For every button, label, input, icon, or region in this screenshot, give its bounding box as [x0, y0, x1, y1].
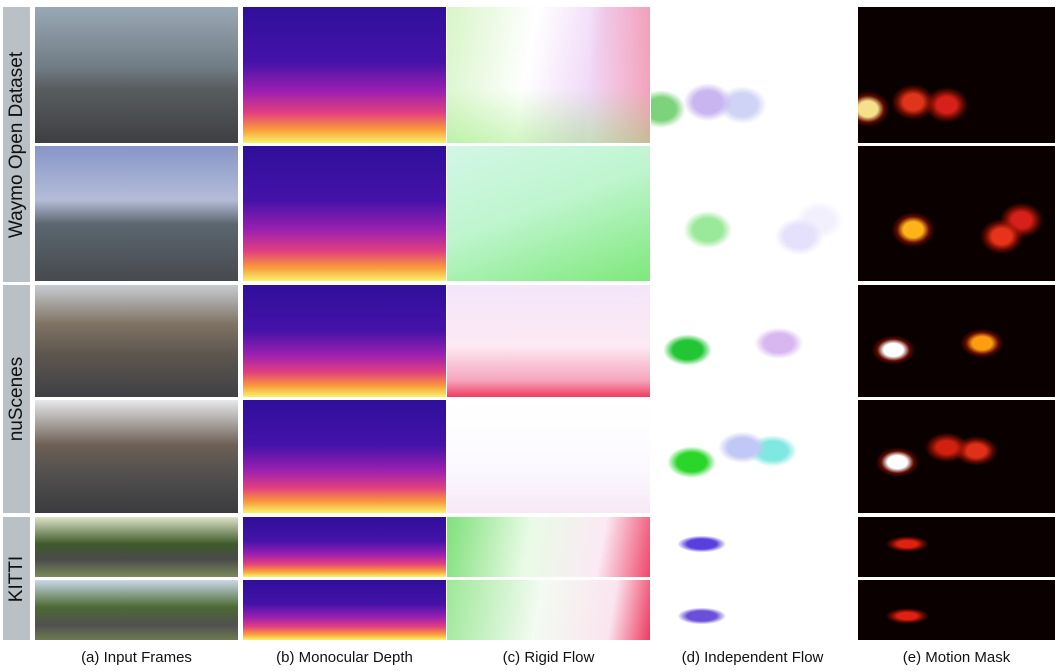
rigid-flow: [447, 146, 650, 281]
row-label: nuScenes: [5, 356, 27, 442]
independent-flow: [651, 580, 854, 640]
independent-flow: [651, 400, 854, 513]
input-frame: [35, 285, 238, 397]
depth-map: [243, 400, 446, 513]
column-caption: (a) Input Frames: [81, 649, 192, 666]
input-frame: [35, 146, 238, 281]
motion-mask: [858, 517, 1055, 577]
rigid-flow: [447, 580, 650, 640]
row-group: Waymo Open Dataset: [3, 7, 30, 282]
rigid-flow: [447, 400, 650, 513]
column-caption: (c) Rigid Flow: [502, 649, 595, 666]
row-group: KITTI: [3, 517, 30, 640]
motion-mask: [858, 285, 1055, 397]
row-group: nuScenes: [3, 285, 30, 513]
rigid-flow: [447, 285, 650, 397]
independent-flow: [651, 146, 854, 281]
independent-flow: [651, 285, 854, 397]
motion-mask: [858, 7, 1055, 143]
depth-map: [243, 580, 446, 640]
input-frame: [35, 400, 238, 513]
column-caption: (d) Independent Flow: [681, 649, 824, 666]
row-label: KITTI: [5, 555, 27, 602]
input-frame: [35, 580, 238, 640]
depth-map: [243, 7, 446, 143]
rigid-flow: [447, 517, 650, 577]
motion-mask: [858, 580, 1055, 640]
independent-flow: [651, 7, 854, 143]
depth-map: [243, 146, 446, 281]
column-caption: (e) Motion Mask: [902, 649, 1011, 666]
row-label: Waymo Open Dataset: [5, 51, 27, 238]
depth-map: [243, 285, 446, 397]
motion-mask: [858, 146, 1055, 281]
depth-map: [243, 517, 446, 577]
column-caption: (b) Monocular Depth: [276, 649, 413, 666]
independent-flow: [651, 517, 854, 577]
input-frame: [35, 517, 238, 577]
rigid-flow: [447, 7, 650, 143]
motion-mask: [858, 400, 1055, 513]
input-frame: [35, 7, 238, 143]
